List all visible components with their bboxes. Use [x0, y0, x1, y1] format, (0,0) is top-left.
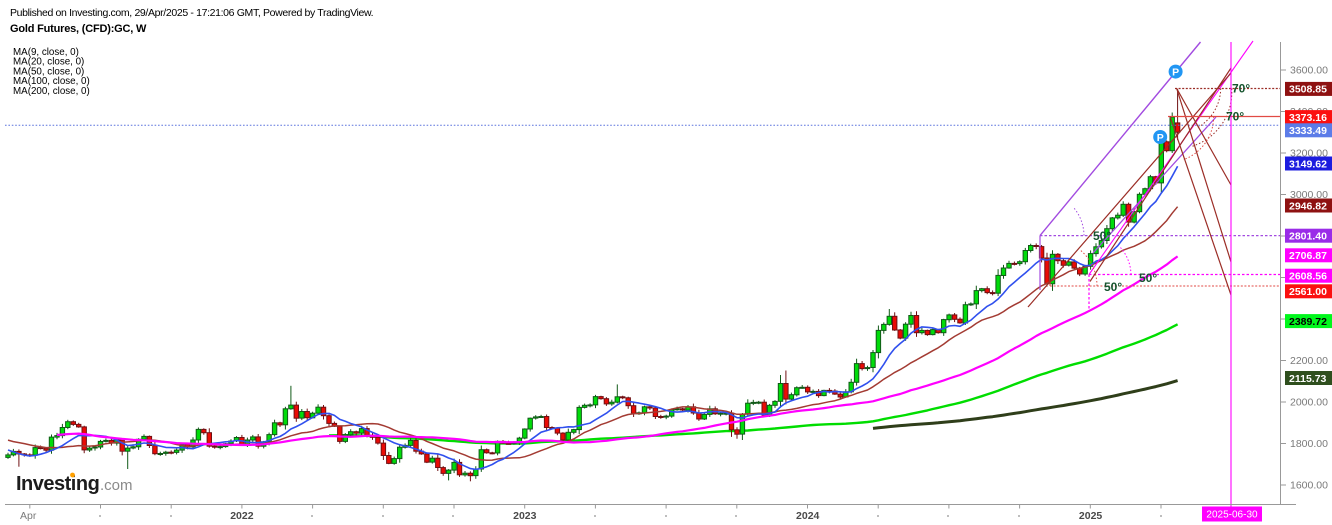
svg-text:3373.16: 3373.16 [1289, 112, 1327, 124]
svg-text:2561.00: 2561.00 [1289, 286, 1327, 298]
svg-text:MA(9, close, 0): MA(9, close, 0) [13, 47, 79, 58]
svg-text:3149.62: 3149.62 [1289, 158, 1327, 170]
svg-text:2025-06-30: 2025-06-30 [1206, 510, 1258, 521]
svg-text:2023: 2023 [513, 510, 537, 522]
svg-text:MA(20, close, 0): MA(20, close, 0) [13, 57, 84, 68]
svg-text:70°: 70° [1232, 82, 1250, 96]
svg-text:50°: 50° [1139, 271, 1157, 285]
svg-text:2389.72: 2389.72 [1289, 316, 1327, 328]
svg-text:MA(200, close, 0): MA(200, close, 0) [13, 86, 90, 97]
svg-text:MA(50, close, 0): MA(50, close, 0) [13, 66, 84, 77]
svg-text:2946.82: 2946.82 [1289, 200, 1327, 212]
svg-text:.com: .com [100, 477, 133, 494]
svg-text:3333.49: 3333.49 [1289, 125, 1327, 137]
svg-text:1600.00: 1600.00 [1290, 480, 1328, 492]
svg-text:2801.40: 2801.40 [1289, 231, 1327, 243]
svg-text:50°: 50° [1093, 229, 1111, 243]
svg-text:2200.00: 2200.00 [1290, 355, 1328, 367]
svg-text:P: P [1157, 132, 1164, 144]
svg-text:Gold Futures, (CFD):GC, W: Gold Futures, (CFD):GC, W [10, 23, 147, 35]
svg-text:3000.00: 3000.00 [1290, 189, 1328, 201]
svg-text:50°: 50° [1104, 280, 1122, 294]
svg-text:Published on Investing.com, 29: Published on Investing.com, 29/Apr/2025 … [10, 7, 373, 19]
svg-text:2608.56: 2608.56 [1289, 271, 1327, 283]
svg-text:2024: 2024 [796, 510, 820, 522]
svg-text:Apr: Apr [20, 510, 37, 522]
svg-text:2022: 2022 [230, 510, 254, 522]
svg-text:2706.87: 2706.87 [1289, 250, 1327, 262]
svg-text:P: P [1172, 66, 1179, 78]
svg-text:70°: 70° [1226, 110, 1244, 124]
svg-text:1800.00: 1800.00 [1290, 438, 1328, 450]
svg-text:MA(100, close, 0): MA(100, close, 0) [13, 76, 90, 87]
svg-text:3508.85: 3508.85 [1289, 84, 1327, 96]
svg-text:2115.73: 2115.73 [1289, 373, 1327, 385]
svg-text:2025: 2025 [1079, 510, 1103, 522]
svg-text:2000.00: 2000.00 [1290, 397, 1328, 409]
svg-text:3600.00: 3600.00 [1290, 65, 1328, 77]
svg-text:Investing: Investing [16, 473, 99, 495]
